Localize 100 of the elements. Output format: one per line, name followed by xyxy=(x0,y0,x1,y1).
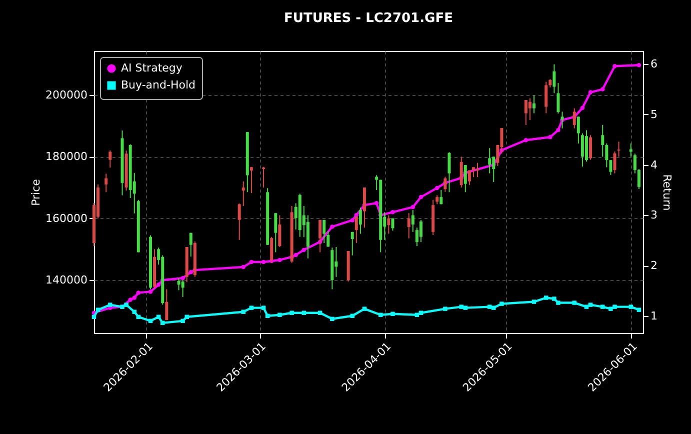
point xyxy=(548,134,552,140)
point xyxy=(524,138,528,142)
candlestick xyxy=(532,94,536,114)
point xyxy=(435,186,440,190)
candlestick xyxy=(278,214,282,248)
point xyxy=(612,304,617,309)
point xyxy=(588,302,593,307)
y-tick-label: 200000 xyxy=(46,88,88,102)
point xyxy=(132,296,136,300)
point xyxy=(374,200,379,206)
point xyxy=(302,310,306,315)
point xyxy=(108,302,112,307)
point xyxy=(410,204,416,210)
candlestick xyxy=(605,142,608,168)
candlestick xyxy=(629,142,632,158)
point xyxy=(572,300,576,305)
point xyxy=(156,282,161,287)
point xyxy=(290,310,294,315)
candlestick xyxy=(326,230,330,248)
point xyxy=(443,306,448,311)
y2-tick-label: 1 xyxy=(650,309,658,322)
candlestick xyxy=(637,168,640,190)
legend-label: AI Strategy xyxy=(121,62,183,74)
candlestick xyxy=(617,141,620,158)
candlestick xyxy=(552,64,556,94)
point xyxy=(608,306,613,311)
y2-tick-label: 3 xyxy=(650,208,658,222)
point xyxy=(390,312,395,316)
point xyxy=(584,304,589,309)
point xyxy=(463,306,468,310)
candlestick xyxy=(391,218,394,232)
candlestick xyxy=(472,166,475,178)
point xyxy=(350,314,354,318)
point xyxy=(132,310,136,314)
candlestick xyxy=(544,81,548,114)
point xyxy=(418,194,424,200)
y2-tick-label: 4 xyxy=(650,158,658,172)
point xyxy=(492,306,496,310)
point xyxy=(588,90,593,94)
candlestick xyxy=(633,153,636,174)
point xyxy=(418,310,424,315)
candlestick xyxy=(387,214,390,234)
y2-tick-label: 2 xyxy=(650,259,658,272)
candlestick xyxy=(440,189,443,205)
point xyxy=(459,304,464,309)
candlestick xyxy=(238,203,241,240)
point xyxy=(188,270,194,274)
point xyxy=(330,224,334,229)
point xyxy=(552,296,556,301)
point xyxy=(580,106,585,110)
candlestick xyxy=(250,166,253,194)
candlestick xyxy=(419,219,422,243)
point xyxy=(330,316,334,322)
point xyxy=(148,290,153,294)
candlestick xyxy=(358,207,362,234)
candlestick xyxy=(448,152,451,193)
candlestick xyxy=(104,173,108,193)
candlestick xyxy=(242,180,245,207)
candlestick xyxy=(108,150,112,168)
point xyxy=(487,304,492,309)
point xyxy=(96,308,100,312)
candlestick xyxy=(177,278,180,291)
point xyxy=(532,300,536,304)
chart-title: FUTURES - LC2701.GFE xyxy=(284,11,453,26)
point xyxy=(294,252,298,258)
candlestick xyxy=(528,98,532,121)
point xyxy=(180,318,185,324)
y-axis-title: Price xyxy=(30,178,43,206)
candlestick xyxy=(334,246,338,278)
point xyxy=(600,304,605,309)
candlestick xyxy=(576,116,580,144)
point xyxy=(362,306,367,311)
y-tick-label: 180000 xyxy=(46,150,88,164)
point xyxy=(128,298,132,302)
point xyxy=(628,304,634,309)
y-tick-label: 160000 xyxy=(46,212,88,225)
point xyxy=(249,306,254,310)
point xyxy=(350,218,354,222)
candlestick xyxy=(556,82,560,114)
candlestick xyxy=(322,219,326,244)
legend-label: Buy-and-Hold xyxy=(121,78,196,92)
candlestick xyxy=(262,166,266,188)
point xyxy=(556,128,560,132)
candlestick xyxy=(350,231,354,256)
candlestick xyxy=(524,100,528,126)
candlestick xyxy=(476,162,479,178)
candlestick xyxy=(189,232,192,258)
point xyxy=(612,64,617,68)
point xyxy=(136,290,141,295)
point xyxy=(390,210,395,214)
point xyxy=(249,260,254,264)
point xyxy=(278,258,282,262)
point xyxy=(636,62,642,68)
candlestick xyxy=(589,134,592,160)
candlestick xyxy=(375,174,378,190)
point xyxy=(180,276,185,280)
candlestick xyxy=(613,150,616,174)
point xyxy=(500,302,504,306)
y-tick-label: 140000 xyxy=(46,273,88,286)
candlestick xyxy=(488,148,492,174)
